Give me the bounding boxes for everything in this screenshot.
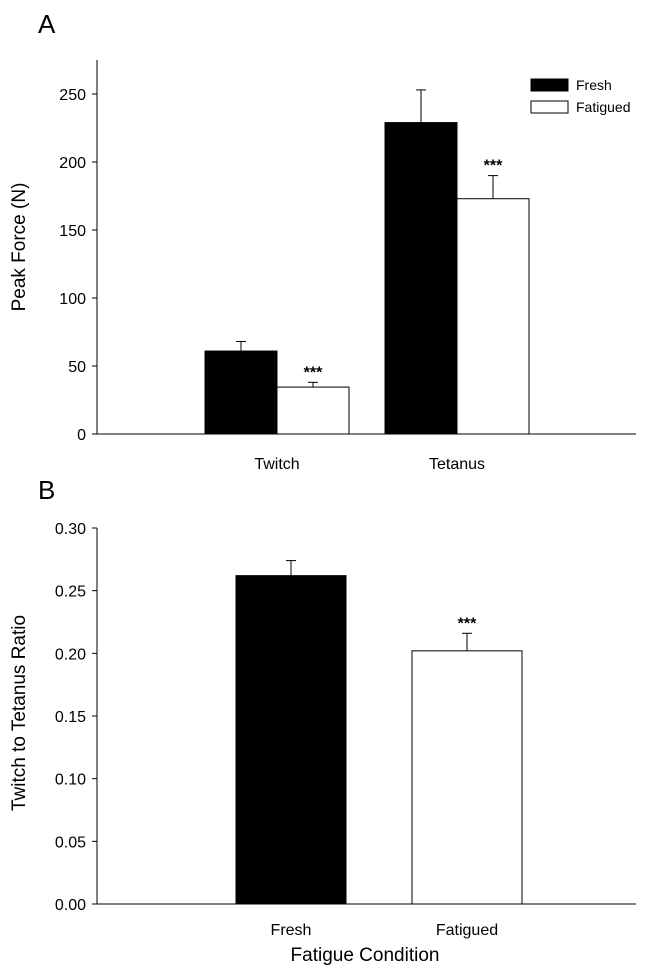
panel-b-letter: B bbox=[38, 475, 55, 505]
significance-marker: *** bbox=[484, 158, 503, 175]
panel-a-letter: A bbox=[38, 9, 56, 39]
y-tick-label: 0.00 bbox=[55, 897, 86, 914]
y-tick-label: 250 bbox=[59, 87, 86, 104]
y-tick-label: 0.25 bbox=[55, 584, 86, 601]
y-tick-label: 0.20 bbox=[55, 646, 86, 663]
significance-marker: *** bbox=[458, 615, 477, 632]
panel-a-legend: Fresh Fatigued bbox=[530, 77, 630, 115]
y-tick-label: 100 bbox=[59, 291, 86, 308]
bar-fatigued bbox=[411, 650, 523, 905]
y-tick-label: 50 bbox=[68, 359, 86, 376]
panel-a-y-axis-label: Peak Force (N) bbox=[9, 183, 30, 312]
y-tick-label: 150 bbox=[59, 223, 86, 240]
panel-b: B 0.00 0.05 0.10 0.15 0.20 0.25 0.30 *** Fresh… bbox=[9, 475, 636, 966]
bar-twitch-fatigued bbox=[276, 386, 350, 435]
legend-swatch-fatigued bbox=[530, 100, 569, 114]
panel-a: A 0 50 100 150 200 250 *** *** Twitch Tetanus P… bbox=[9, 9, 636, 473]
legend-label-fatigued: Fatigued bbox=[576, 99, 630, 115]
legend-swatch-fresh bbox=[530, 78, 569, 92]
bar-tetanus-fresh bbox=[384, 122, 458, 435]
y-tick-label: 200 bbox=[59, 155, 86, 172]
panel-b-x-ticks: Fresh Fatigued bbox=[271, 922, 499, 939]
x-tick-label-tetanus: Tetanus bbox=[429, 456, 485, 473]
x-tick-label-fresh: Fresh bbox=[271, 922, 312, 939]
panel-a-x-ticks: Twitch Tetanus bbox=[254, 456, 485, 473]
y-tick-label: 0.30 bbox=[55, 521, 86, 538]
bar-twitch-fresh bbox=[204, 350, 278, 435]
y-tick-label: 0.15 bbox=[55, 709, 86, 726]
significance-marker: *** bbox=[304, 364, 323, 381]
panel-b-y-axis-label: Twitch to Tetanus Ratio bbox=[9, 615, 30, 811]
panel-a-y-ticks: 0 50 100 150 200 250 bbox=[59, 87, 97, 444]
legend-label-fresh: Fresh bbox=[576, 77, 612, 93]
x-tick-label-fatigued: Fatigued bbox=[436, 922, 498, 939]
y-tick-label: 0.10 bbox=[55, 772, 86, 789]
bar-fresh bbox=[235, 575, 347, 905]
panel-b-y-ticks: 0.00 0.05 0.10 0.15 0.20 0.25 0.30 bbox=[55, 521, 97, 914]
y-tick-label: 0.05 bbox=[55, 834, 86, 851]
panel-b-bars: *** bbox=[235, 560, 523, 905]
panel-b-x-axis-label: Fatigue Condition bbox=[291, 945, 440, 966]
y-tick-label: 0 bbox=[77, 427, 86, 444]
panel-a-bars: *** *** bbox=[204, 89, 530, 435]
x-tick-label-twitch: Twitch bbox=[254, 456, 299, 473]
bar-tetanus-fatigued bbox=[456, 198, 530, 435]
